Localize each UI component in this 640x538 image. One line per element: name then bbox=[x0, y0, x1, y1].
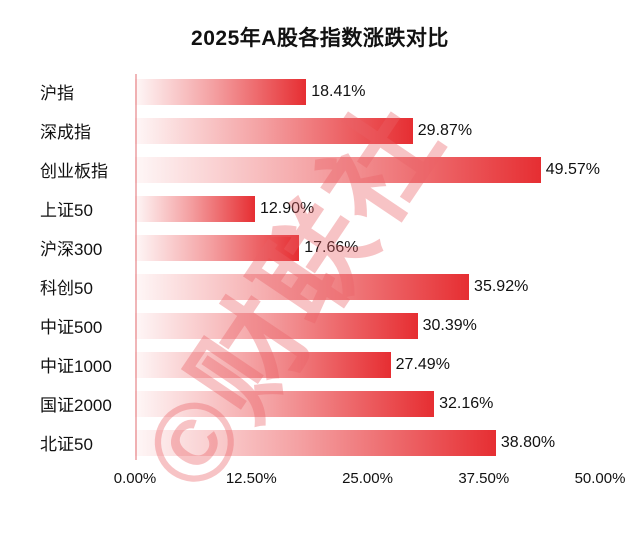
chart-row: 沪深300 17.66% bbox=[40, 228, 600, 267]
value-label: 18.41% bbox=[311, 82, 366, 100]
bar-track: 30.39% bbox=[135, 312, 600, 339]
bar-track: 35.92% bbox=[135, 273, 600, 300]
category-label: 中证1000 bbox=[40, 357, 112, 376]
bar bbox=[135, 351, 391, 378]
bar-track: 49.57% bbox=[135, 156, 600, 183]
category-label: 中证500 bbox=[40, 318, 103, 337]
bar bbox=[135, 117, 413, 144]
value-label: 30.39% bbox=[422, 316, 477, 334]
chart-row: 沪指 18.41% bbox=[40, 72, 600, 111]
chart-title: 2025年A股各指数涨跌对比 bbox=[191, 27, 449, 50]
category-label: 创业板指 bbox=[40, 162, 108, 181]
category-label: 沪深300 bbox=[40, 240, 103, 259]
bar-track: 17.66% bbox=[135, 234, 600, 261]
bar bbox=[135, 195, 255, 222]
category-label: 北证50 bbox=[40, 435, 93, 454]
bar-track: 18.41% bbox=[135, 78, 600, 105]
category-label: 深成指 bbox=[40, 123, 91, 142]
bar-track: 32.16% bbox=[135, 390, 600, 417]
chart-row: 中证500 30.39% bbox=[40, 306, 600, 345]
bar-track: 29.87% bbox=[135, 117, 600, 144]
value-label: 32.16% bbox=[439, 394, 494, 412]
chart-row: 上证50 12.90% bbox=[40, 189, 600, 228]
value-label: 49.57% bbox=[545, 160, 600, 178]
bar-chart: 沪指 18.41% 深成指 29.87% 创业板指 49.57% 上证50 12.90% 沪深3… bbox=[40, 72, 626, 494]
chart-row: 深成指 29.87% bbox=[40, 111, 600, 150]
x-axis: 0.00% 12.50% 25.00% 37.50% 50.00% bbox=[114, 470, 626, 494]
chart-row: 创业板指 49.57% bbox=[40, 150, 600, 189]
category-label: 国证2000 bbox=[40, 396, 112, 415]
category-label: 科创50 bbox=[40, 279, 93, 298]
value-label: 35.92% bbox=[474, 277, 529, 295]
value-label: 12.90% bbox=[259, 199, 315, 217]
x-tick-label: 12.50% bbox=[225, 470, 277, 487]
value-label: 27.49% bbox=[395, 355, 450, 373]
chart-row: 国证2000 32.16% bbox=[40, 384, 600, 423]
x-tick-label: 25.00% bbox=[342, 470, 393, 487]
chart-rows: 沪指 18.41% 深成指 29.87% 创业板指 49.57% 上证50 12.90% 沪深3… bbox=[40, 72, 600, 462]
bar bbox=[135, 234, 300, 261]
bar-track: 27.49% bbox=[135, 351, 600, 378]
y-axis-line bbox=[135, 74, 137, 460]
bar bbox=[135, 273, 470, 300]
x-tick-label: 50.00% bbox=[574, 470, 626, 487]
bar-track: 12.90% bbox=[135, 195, 600, 222]
bar bbox=[135, 312, 418, 339]
x-tick-label: 37.50% bbox=[458, 470, 510, 487]
chart-row: 中证1000 27.49% bbox=[40, 345, 600, 384]
bar bbox=[135, 78, 307, 105]
bar bbox=[135, 390, 435, 417]
value-label: 17.66% bbox=[304, 238, 359, 256]
bar-track: 38.80% bbox=[135, 429, 600, 456]
chart-row: 科创50 35.92% bbox=[40, 267, 600, 306]
value-label: 38.80% bbox=[500, 433, 556, 451]
chart-row: 北证50 38.80% bbox=[40, 423, 600, 462]
value-label: 29.87% bbox=[417, 121, 473, 139]
x-tick-label: 0.00% bbox=[113, 470, 157, 487]
category-label: 沪指 bbox=[40, 84, 74, 103]
bar bbox=[135, 429, 496, 456]
bar bbox=[135, 156, 541, 183]
category-label: 上证50 bbox=[40, 201, 93, 220]
